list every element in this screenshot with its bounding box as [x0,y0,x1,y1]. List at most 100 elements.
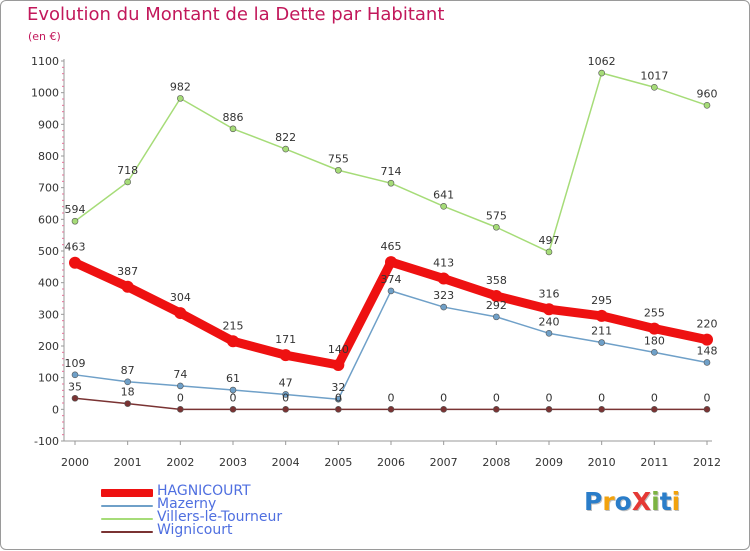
data-point [701,333,713,346]
y-tick-label: -100 [34,435,59,448]
data-point [71,217,79,225]
data-point [229,386,237,394]
data-point [282,406,289,413]
data-point [282,145,289,153]
y-tick-label: 100 [38,372,59,385]
y-tick-label: 1100 [31,55,59,68]
series-line-villers-le-tourneur [74,72,708,253]
logo-letter: i [671,487,681,516]
x-tick-label: 2005 [324,456,352,469]
data-point [335,406,342,413]
legend-label: Mazerny [157,496,217,512]
x-tick-label: 2011 [640,456,668,469]
data-point [543,303,555,316]
data-point [648,322,661,335]
data-point [71,371,79,379]
data-label: 0 [335,391,342,404]
x-tick-label: 2002 [166,456,194,469]
data-point [545,248,553,256]
data-label: 594 [65,203,86,216]
data-point [177,406,184,413]
data-point [229,406,237,413]
data-label: 1017 [640,69,668,82]
y-tick-label: 800 [38,150,59,163]
data-label: 295 [591,294,612,307]
data-point [332,359,345,371]
data-label: 240 [539,315,560,328]
data-point [440,203,447,210]
data-point [121,280,134,293]
data-label: 886 [223,111,244,124]
data-point [124,378,131,386]
data-label: 61 [226,372,240,385]
data-label: 358 [486,274,507,287]
data-point [595,309,608,322]
data-label: 304 [170,291,191,304]
legend-label: HAGNICOURT [157,483,251,499]
legend-swatch [101,489,153,497]
data-label: 0 [230,391,237,404]
data-label: 575 [486,209,507,222]
y-tick-label: 200 [38,340,59,353]
data-point [335,395,342,403]
data-point [124,178,131,186]
data-point [387,406,395,413]
data-point [493,223,500,231]
data-label: 714 [381,165,402,178]
data-point [227,335,239,348]
data-label: 0 [546,391,553,404]
chart-title: Evolution du Montant de la Dette par Hab… [27,4,445,25]
data-point [177,95,184,102]
data-point [545,330,553,337]
logo-letter: o [614,487,632,516]
data-label: 0 [388,391,395,404]
data-label: 0 [282,391,289,404]
data-label: 171 [275,333,296,346]
data-label: 0 [598,391,605,404]
data-label: 215 [223,319,244,332]
data-point [651,83,658,91]
data-label: 465 [381,240,402,253]
legend-swatch [101,518,153,520]
data-label: 1062 [588,55,616,68]
data-label: 292 [486,299,507,312]
data-point [493,406,500,413]
logo-letter: X [631,487,652,516]
data-point [598,69,605,77]
data-point [651,349,658,356]
data-label: 323 [433,289,454,302]
data-label: 255 [644,307,665,320]
y-tick-label: 500 [38,245,59,258]
data-label: 497 [539,234,560,247]
data-label: 47 [279,376,293,389]
data-point [279,349,292,362]
data-point [387,179,395,187]
data-label: 413 [433,257,454,270]
y-tick-label: 300 [38,308,59,321]
logo-letter: r [602,487,615,516]
data-label: 0 [440,391,447,404]
data-label: 463 [65,241,86,254]
legend-swatch [101,505,153,507]
data-point [124,400,131,407]
data-label: 718 [117,164,138,177]
data-point [703,406,711,413]
data-label: 148 [697,344,718,357]
x-tick-label: 2001 [114,456,142,469]
data-point [440,303,447,311]
x-tick-label: 2010 [588,456,616,469]
y-tick-label: 0 [52,403,59,416]
data-point [490,289,503,302]
data-point [71,394,79,402]
data-point [387,287,395,295]
x-tick-label: 2006 [377,456,405,469]
data-label: 982 [170,80,191,93]
data-point [703,102,711,109]
y-tick-label: 400 [38,277,59,290]
logo-letter: t [659,487,672,516]
data-label: 211 [591,325,612,338]
data-label: 140 [328,343,349,356]
data-point [282,391,289,398]
